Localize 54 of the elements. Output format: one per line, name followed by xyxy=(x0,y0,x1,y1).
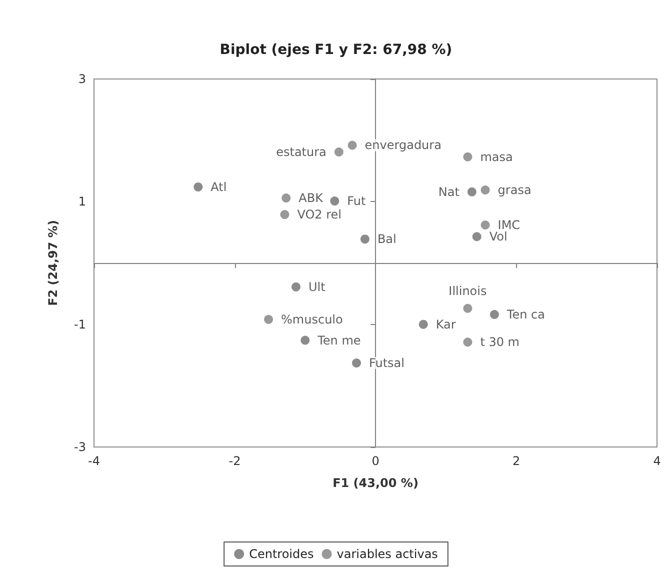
y-axis-title: F2 (24,97 %) xyxy=(46,220,60,306)
point xyxy=(467,187,476,196)
point xyxy=(463,304,472,313)
data-label: Kar xyxy=(436,317,456,332)
y-tick-label: 3 xyxy=(78,72,86,86)
point xyxy=(282,193,291,202)
data-label: Ten ca xyxy=(506,308,545,322)
x-tick-label: 2 xyxy=(512,454,520,468)
y-tick-label: 1 xyxy=(78,194,86,209)
data-label: Ult xyxy=(308,280,326,294)
point xyxy=(480,220,490,230)
point xyxy=(280,210,290,220)
data-label: VO2 rel xyxy=(297,208,342,222)
data-label: IMC xyxy=(498,218,520,232)
y-tick-label: -3 xyxy=(74,440,86,454)
point xyxy=(360,234,370,244)
data-label: Vol xyxy=(489,230,508,244)
data-label: Bal xyxy=(377,232,396,246)
legend-label: Centroides xyxy=(249,547,314,561)
point xyxy=(334,147,344,156)
data-label: t 30 m xyxy=(480,335,520,350)
point xyxy=(352,358,361,368)
data-label: Futsal xyxy=(369,356,404,370)
data-label: Ten me xyxy=(316,333,361,348)
point xyxy=(463,152,472,162)
point xyxy=(418,320,428,329)
point xyxy=(194,182,203,192)
chart-title: Biplot (ejes F1 y F2: 67,98 %) xyxy=(220,42,452,58)
data-label: envergadura xyxy=(364,138,442,152)
point xyxy=(264,314,274,324)
data-label: grasa xyxy=(498,183,532,198)
data-label: %musculo xyxy=(281,312,343,326)
legend-label: variables activas xyxy=(336,547,438,561)
point xyxy=(472,232,482,242)
x-tick-label: 0 xyxy=(372,454,380,468)
point xyxy=(480,186,490,195)
data-label: masa xyxy=(480,150,513,164)
data-label: Fut xyxy=(347,194,366,208)
x-axis-title: F1 (43,00 %) xyxy=(332,476,418,490)
data-label: estatura xyxy=(276,144,326,159)
data-label: ABK xyxy=(298,190,324,205)
point xyxy=(463,338,472,347)
y-tick-label: -1 xyxy=(74,317,86,332)
point xyxy=(490,310,499,320)
point xyxy=(300,336,310,345)
data-label: Nat xyxy=(438,184,460,199)
point xyxy=(348,140,357,150)
data-label: Illinois xyxy=(448,284,487,298)
x-tick-label: 4 xyxy=(653,454,661,468)
data-label: Atl xyxy=(210,180,227,194)
x-tick-label: -4 xyxy=(88,454,100,468)
x-tick-label: -2 xyxy=(228,454,241,468)
point xyxy=(330,196,340,206)
point xyxy=(291,282,300,292)
